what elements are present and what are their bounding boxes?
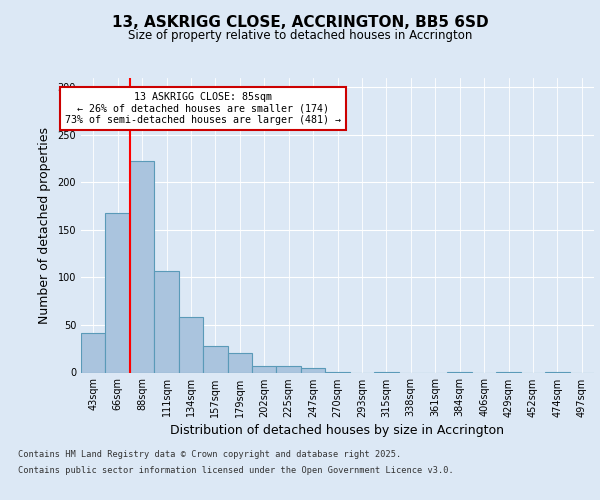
Bar [301,368,325,372]
Text: Contains HM Land Registry data © Crown copyright and database right 2025.: Contains HM Land Registry data © Crown c… [18,450,401,459]
Text: 13, ASKRIGG CLOSE, ACCRINGTON, BB5 6SD: 13, ASKRIGG CLOSE, ACCRINGTON, BB5 6SD [112,15,488,30]
Bar [106,212,130,372]
Text: Size of property relative to detached houses in Accrington: Size of property relative to detached ho… [128,29,472,42]
Bar [81,332,106,372]
Bar [252,366,277,372]
Text: 13 ASKRIGG CLOSE: 85sqm
← 26% of detached houses are smaller (174)
73% of semi-d: 13 ASKRIGG CLOSE: 85sqm ← 26% of detache… [65,92,341,125]
Text: Contains public sector information licensed under the Open Government Licence v3: Contains public sector information licen… [18,466,454,475]
Bar [277,366,301,372]
Bar [227,352,252,372]
X-axis label: Distribution of detached houses by size in Accrington: Distribution of detached houses by size … [170,424,505,437]
Bar [179,318,203,372]
Bar [154,270,179,372]
Y-axis label: Number of detached properties: Number of detached properties [38,126,50,324]
Bar [203,346,227,372]
Bar [130,161,154,372]
